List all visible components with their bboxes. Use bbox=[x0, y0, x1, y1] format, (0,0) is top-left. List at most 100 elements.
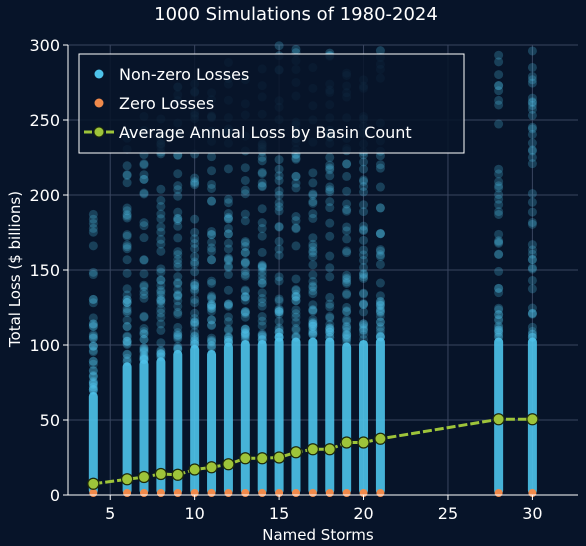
nonzero-loss-point bbox=[359, 323, 369, 333]
nonzero-loss-point bbox=[308, 321, 318, 331]
nonzero-loss-point bbox=[527, 219, 537, 229]
nonzero-loss-point bbox=[494, 209, 504, 219]
nonzero-loss-point bbox=[375, 305, 385, 315]
nonzero-loss-point bbox=[274, 276, 284, 286]
nonzero-loss-point bbox=[88, 366, 98, 376]
nonzero-loss-point bbox=[291, 223, 301, 233]
y-tick-label: 150 bbox=[29, 261, 60, 280]
nonzero-loss-point bbox=[527, 322, 537, 332]
nonzero-loss-point bbox=[190, 334, 200, 344]
nonzero-loss-point bbox=[173, 309, 183, 319]
nonzero-loss-point bbox=[207, 336, 217, 346]
nonzero-loss-point bbox=[173, 332, 183, 342]
nonzero-loss-column bbox=[88, 391, 98, 495]
nonzero-loss-point bbox=[291, 296, 301, 306]
nonzero-loss-point bbox=[325, 332, 335, 342]
nonzero-loss-point bbox=[88, 330, 98, 340]
nonzero-loss-point bbox=[527, 329, 537, 339]
nonzero-loss-point bbox=[375, 301, 385, 311]
nonzero-loss-point bbox=[88, 365, 98, 375]
nonzero-loss-point bbox=[190, 234, 200, 244]
nonzero-loss-point bbox=[308, 289, 318, 299]
nonzero-loss-point bbox=[375, 229, 385, 239]
nonzero-loss-point bbox=[257, 275, 267, 285]
nonzero-loss-point bbox=[274, 198, 284, 208]
nonzero-loss-point bbox=[190, 259, 200, 269]
nonzero-loss-point bbox=[122, 290, 132, 300]
nonzero-loss-point bbox=[375, 332, 385, 342]
nonzero-loss-point bbox=[88, 385, 98, 395]
nonzero-loss-point bbox=[207, 183, 217, 193]
nonzero-loss-point bbox=[342, 270, 352, 280]
nonzero-loss-point bbox=[173, 290, 183, 300]
nonzero-loss-point bbox=[527, 255, 537, 265]
nonzero-loss-point bbox=[291, 289, 301, 299]
nonzero-loss-point bbox=[527, 197, 537, 207]
nonzero-loss-point bbox=[207, 226, 217, 236]
nonzero-loss-point bbox=[88, 209, 98, 219]
nonzero-loss-point bbox=[139, 345, 149, 355]
nonzero-loss-point bbox=[494, 177, 504, 187]
nonzero-loss-point bbox=[88, 372, 98, 382]
nonzero-loss-column bbox=[359, 339, 369, 495]
nonzero-loss-point bbox=[240, 306, 250, 316]
nonzero-loss-point bbox=[223, 337, 233, 347]
zero-loss-point bbox=[291, 489, 300, 497]
nonzero-loss-point bbox=[190, 336, 200, 346]
nonzero-loss-point bbox=[190, 177, 200, 187]
nonzero-loss-point bbox=[122, 336, 132, 346]
nonzero-loss-point bbox=[257, 204, 267, 214]
nonzero-loss-point bbox=[240, 329, 250, 339]
nonzero-loss-point bbox=[122, 284, 132, 294]
nonzero-loss-point bbox=[359, 272, 369, 282]
nonzero-loss-point bbox=[359, 221, 369, 231]
nonzero-loss-point bbox=[291, 296, 301, 306]
nonzero-loss-point bbox=[527, 189, 537, 199]
nonzero-loss-point bbox=[223, 333, 233, 343]
nonzero-loss-point bbox=[207, 246, 217, 256]
nonzero-loss-point bbox=[274, 327, 284, 337]
nonzero-loss-point bbox=[257, 332, 267, 342]
nonzero-loss-point bbox=[342, 333, 352, 343]
average-loss-marker bbox=[357, 436, 370, 449]
nonzero-loss-point bbox=[375, 331, 385, 341]
nonzero-loss-point bbox=[207, 294, 217, 304]
nonzero-loss-point bbox=[527, 129, 537, 139]
nonzero-loss-point bbox=[122, 322, 132, 332]
nonzero-loss-point bbox=[291, 183, 301, 193]
nonzero-loss-column bbox=[190, 344, 200, 495]
nonzero-loss-point bbox=[156, 308, 166, 318]
nonzero-loss-point bbox=[257, 334, 267, 344]
nonzero-loss-point bbox=[375, 332, 385, 342]
nonzero-loss-point bbox=[375, 259, 385, 269]
nonzero-loss-point bbox=[527, 145, 537, 155]
nonzero-loss-point bbox=[156, 350, 166, 360]
nonzero-loss-point bbox=[88, 319, 98, 329]
nonzero-loss-point bbox=[274, 327, 284, 337]
nonzero-loss-point bbox=[122, 295, 132, 305]
nonzero-loss-point bbox=[274, 222, 284, 232]
nonzero-loss-point bbox=[359, 326, 369, 336]
nonzero-loss-point bbox=[494, 310, 504, 320]
nonzero-loss-point bbox=[342, 330, 352, 340]
nonzero-loss-point bbox=[156, 338, 166, 348]
nonzero-loss-point bbox=[139, 218, 149, 228]
nonzero-loss-point bbox=[190, 257, 200, 267]
nonzero-loss-point bbox=[308, 209, 318, 219]
zero-loss-point bbox=[308, 489, 317, 497]
nonzero-loss-point bbox=[88, 341, 98, 351]
nonzero-loss-point bbox=[527, 122, 537, 132]
average-loss-marker bbox=[272, 451, 286, 464]
average-loss-marker bbox=[171, 468, 184, 481]
average-loss-marker bbox=[154, 467, 167, 481]
nonzero-loss-point bbox=[156, 348, 166, 358]
nonzero-loss-point bbox=[88, 214, 98, 224]
nonzero-loss-point bbox=[156, 275, 166, 285]
zero-loss-point bbox=[156, 489, 165, 497]
nonzero-loss-point bbox=[274, 316, 284, 326]
nonzero-loss-point bbox=[190, 308, 200, 318]
nonzero-loss-point bbox=[375, 332, 385, 342]
nonzero-loss-point bbox=[375, 245, 385, 255]
nonzero-loss-point bbox=[274, 307, 284, 317]
nonzero-loss-point bbox=[494, 236, 504, 246]
